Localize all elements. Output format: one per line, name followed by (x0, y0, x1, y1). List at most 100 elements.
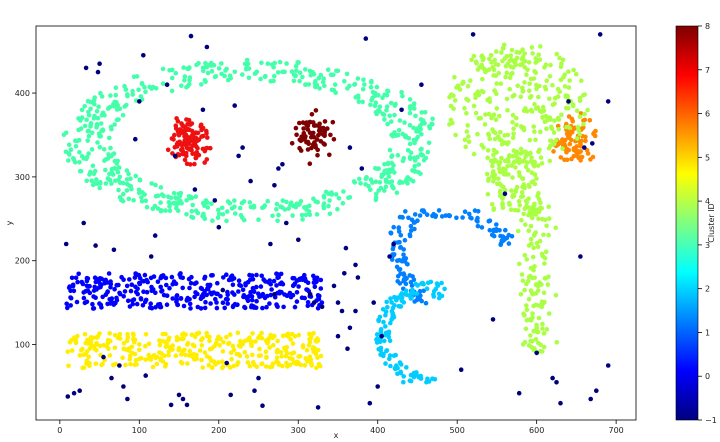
scatter-point (322, 142, 328, 147)
scatter-point (326, 203, 331, 209)
scatter-point (605, 99, 611, 104)
scatter-point (187, 78, 192, 83)
scatter-point (547, 115, 553, 120)
scatter-point (85, 128, 91, 134)
scatter-point (353, 262, 358, 268)
scatter-point (200, 107, 206, 113)
scatter-point (312, 141, 317, 146)
scatter-point (533, 137, 538, 143)
scatter-point (391, 224, 397, 230)
scatter-point (494, 222, 499, 227)
scatter-point (236, 153, 241, 159)
scatter-point (190, 202, 195, 208)
scatter-point (485, 192, 491, 197)
scatter-point (491, 169, 496, 174)
scatter-point (396, 229, 402, 234)
scatter-point (534, 82, 539, 88)
scatter-point (142, 84, 147, 90)
scatter-point (521, 311, 526, 317)
y-axis-ticks: 100 200 300 400 (15, 89, 36, 350)
scatter-point (148, 254, 154, 259)
scatter-point (315, 153, 320, 158)
scatter-point (315, 199, 321, 205)
scatter-point (453, 132, 458, 138)
scatter-point (84, 361, 89, 366)
scatter-point (510, 112, 516, 118)
scatter-point (520, 176, 526, 181)
scatter-point (508, 207, 514, 212)
scatter-point (205, 205, 211, 210)
scatter-point (317, 86, 322, 91)
scatter-point (341, 189, 346, 194)
scatter-point (163, 331, 168, 337)
scatter-point (290, 331, 295, 337)
scatter-point (494, 91, 499, 96)
cluster-2-points (374, 279, 447, 385)
scatter-point (492, 172, 498, 178)
scatter-point (483, 112, 488, 117)
scatter-point (221, 275, 226, 280)
scatter-point (546, 204, 551, 210)
scatter-point (543, 249, 549, 255)
scatter-point (382, 188, 387, 193)
scatter-point (509, 163, 514, 168)
scatter-point (280, 198, 286, 203)
scatter-point (261, 277, 267, 282)
scatter-point (302, 295, 308, 301)
scatter-point (258, 76, 263, 82)
scatter-point (378, 330, 384, 335)
scatter-point (116, 282, 121, 288)
scatter-point (297, 353, 303, 359)
scatter-point (254, 69, 260, 75)
scatter-point (495, 181, 500, 187)
scatter-point (387, 113, 393, 119)
scatter-point (82, 104, 87, 109)
scatter-point (175, 119, 181, 124)
scatter-point (574, 149, 579, 155)
scatter-point (436, 291, 442, 297)
scatter-point (305, 127, 311, 132)
scatter-point (256, 375, 261, 381)
scatter-point (129, 350, 135, 356)
scatter-point (105, 289, 110, 294)
scatter-point (485, 148, 491, 153)
scatter-point (165, 147, 171, 153)
scatter-point (492, 136, 498, 142)
scatter-point (93, 361, 99, 367)
scatter-point (186, 137, 192, 143)
scatter-point (175, 129, 181, 135)
scatter-point (557, 140, 563, 146)
scatter-point (294, 299, 300, 304)
scatter-point (308, 119, 313, 125)
scatter-point (542, 65, 547, 70)
scatter-point (295, 60, 301, 66)
scatter-point (490, 317, 496, 322)
scatter-point (525, 67, 530, 73)
scatter-point (452, 74, 457, 80)
scatter-point (169, 274, 175, 280)
scatter-point (105, 156, 111, 161)
colorbar-tick-label: 4 (705, 197, 710, 206)
scatter-point (548, 143, 553, 149)
scatter-point (526, 228, 532, 233)
scatter-point (207, 283, 212, 289)
scatter-point (249, 273, 255, 278)
scatter-point (516, 170, 522, 175)
scatter-point (112, 158, 118, 164)
scatter-point (355, 93, 361, 99)
scatter-point (210, 218, 215, 223)
scatter-point (395, 132, 401, 138)
scatter-point (195, 291, 200, 297)
scatter-point (210, 273, 215, 278)
scatter-point (148, 275, 154, 281)
scatter-point (426, 140, 432, 146)
scatter-point (97, 61, 102, 66)
scatter-point (556, 127, 561, 132)
scatter-point (174, 297, 179, 303)
scatter-point (219, 205, 225, 211)
scatter-point (507, 58, 512, 64)
scatter-point (224, 360, 229, 366)
scatter-point (182, 74, 188, 79)
scatter-point (227, 365, 233, 370)
